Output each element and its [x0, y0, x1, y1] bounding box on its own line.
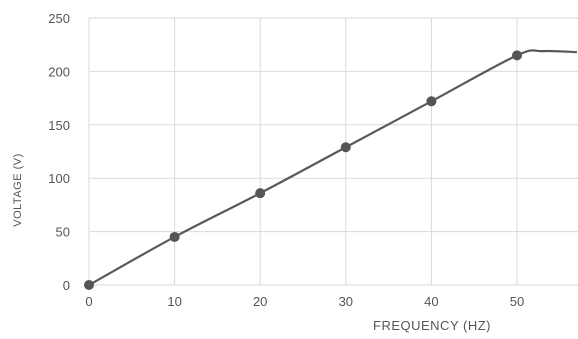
- series-markers: [84, 50, 522, 290]
- y-tick-label: 0: [63, 278, 70, 293]
- x-tick-label: 30: [339, 294, 353, 309]
- data-point: [512, 50, 522, 61]
- series-line: [88, 49, 577, 286]
- data-point: [169, 231, 180, 242]
- grid: [88, 17, 578, 286]
- y-tick-labels: 0 50 100 150 200 250: [48, 11, 70, 293]
- data-point: [255, 188, 266, 199]
- data-point: [426, 96, 437, 107]
- data-point: [340, 142, 351, 153]
- x-tick-label: 0: [85, 294, 92, 309]
- y-tick-label: 50: [56, 225, 70, 240]
- x-tick-labels: 0 10 20 30 40 50: [85, 294, 524, 309]
- x-tick-label: 10: [167, 294, 181, 309]
- y-tick-label: 200: [48, 64, 70, 79]
- y-axis-title: VOLTAGE (V): [12, 153, 24, 227]
- y-tick-label: 100: [48, 171, 70, 186]
- x-axis-title: FREQUENCY (HZ): [373, 318, 491, 333]
- data-point: [84, 280, 94, 290]
- y-tick-label: 150: [48, 118, 70, 133]
- x-tick-label: 40: [424, 294, 438, 309]
- x-tick-label: 20: [253, 294, 267, 309]
- x-tick-label: 50: [510, 294, 524, 309]
- y-tick-label: 250: [48, 11, 70, 26]
